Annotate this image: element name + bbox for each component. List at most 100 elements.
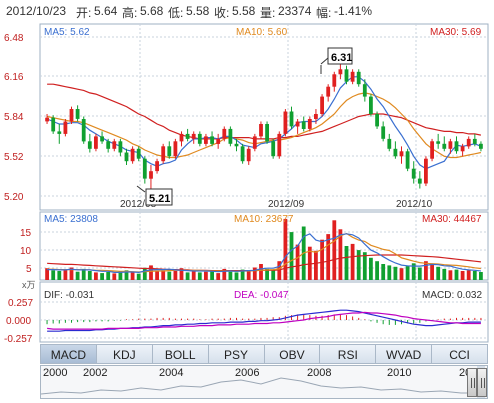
candle [210, 131, 214, 147]
dea-line [47, 311, 481, 330]
candle-body [167, 146, 172, 157]
candle-body [228, 128, 233, 144]
volume-bar [454, 269, 459, 280]
candle-body [411, 168, 416, 179]
candle-body [118, 141, 123, 153]
volume-bars [45, 218, 483, 280]
candle-body [338, 69, 343, 75]
volume-bar [161, 270, 166, 280]
volume-bar [69, 267, 74, 280]
candle-body [81, 119, 86, 142]
candle [277, 131, 282, 159]
price-x-axis: 2012/08 2012/09 2012/10 [120, 199, 433, 210]
volume-bar [344, 246, 349, 280]
volume-bar [246, 271, 251, 280]
candle-body [87, 141, 92, 149]
volume-bar [240, 269, 245, 280]
candle [448, 138, 453, 154]
candle-body [57, 131, 62, 134]
min-value-label: 5.21 [149, 193, 170, 205]
candle-body [51, 117, 56, 132]
candle-body [204, 136, 208, 144]
vol-y-tick: 10 [20, 246, 32, 257]
change-value: -1.41% [334, 4, 373, 18]
candle [362, 79, 367, 102]
candle-body [136, 148, 141, 159]
volume-bar [106, 272, 111, 280]
volume-bar [210, 271, 214, 280]
timeline-year: 2006 [235, 367, 260, 379]
volume-bar [185, 272, 190, 280]
candle-body [326, 86, 331, 97]
candle [246, 146, 251, 165]
volume-bar [118, 271, 123, 280]
vol-ma5-line [47, 233, 481, 274]
tab-kdj[interactable]: KDJ [96, 344, 153, 364]
max-value-label: 6.31 [331, 52, 352, 64]
tab-wvad[interactable]: WVAD [376, 344, 433, 364]
candle [301, 116, 306, 132]
macd-lines [47, 309, 481, 332]
volume-bar [234, 272, 239, 280]
candle-body [454, 141, 459, 152]
dea-label: DEA: -0.047 [234, 290, 289, 301]
volume-bar [307, 246, 312, 280]
candle-body [222, 128, 227, 139]
volume-bar [94, 272, 98, 280]
timeline-right-handle[interactable] [477, 368, 487, 397]
volume-bar [222, 268, 227, 280]
candle-body [271, 141, 276, 157]
quote-date: 2012/10/23 [6, 4, 67, 18]
tab-rsi[interactable]: RSI [320, 344, 377, 364]
candle [283, 109, 288, 137]
tab-macd[interactable]: MACD [40, 344, 97, 364]
price-y-tick: 5.20 [4, 192, 24, 203]
volume-bar [332, 220, 337, 280]
candle [191, 131, 196, 144]
candle [130, 146, 135, 164]
candle [344, 65, 349, 85]
candle [136, 146, 141, 162]
close-label: 收: [214, 6, 230, 20]
tab-cci[interactable]: CCI [432, 344, 488, 364]
timeline-navigator[interactable]: 2000 2002 2004 2006 2008 2010 20 [40, 365, 488, 399]
volume-bar [411, 263, 416, 280]
candle-body [130, 148, 135, 162]
candle-body [240, 146, 245, 162]
high-label: 高: [122, 6, 138, 20]
candle [252, 133, 257, 152]
close-value: 5.58 [232, 4, 256, 18]
timeline-year: 2002 [83, 367, 108, 379]
candle [228, 126, 233, 147]
volume-bar [417, 267, 422, 280]
candle [118, 138, 123, 157]
timeline-left-handle[interactable] [467, 368, 477, 397]
volume-bar [179, 268, 184, 280]
candle [369, 94, 373, 117]
candle [142, 156, 147, 184]
volume-bar [436, 266, 441, 280]
candle-body [301, 121, 306, 129]
candle [307, 116, 312, 132]
price-ma10-line [46, 92, 482, 159]
volume-bar [369, 257, 373, 280]
volume-bar [204, 271, 208, 280]
candle [161, 143, 166, 164]
candle [479, 141, 483, 152]
tab-psy[interactable]: PSY [208, 344, 265, 364]
candle [442, 136, 447, 152]
candle [197, 131, 202, 147]
volume-bar [314, 250, 318, 280]
timeline-year: 2000 [43, 367, 68, 379]
open-value: 5.64 [94, 4, 118, 18]
tab-obv[interactable]: OBV [264, 344, 321, 364]
candle [87, 133, 92, 153]
tab-boll[interactable]: BOLL [152, 344, 209, 364]
volume-bar [75, 271, 80, 280]
candle [411, 161, 416, 184]
price-y-tick: 6.48 [4, 33, 24, 44]
volume-bar [442, 268, 447, 280]
candle [240, 143, 245, 164]
volume-bar [295, 244, 300, 280]
candle-body [356, 71, 361, 85]
